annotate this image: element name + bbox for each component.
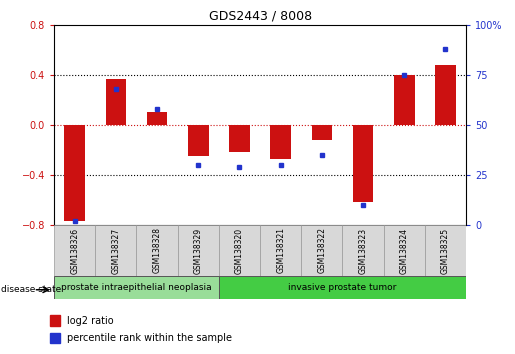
Text: GSM138321: GSM138321 <box>276 228 285 273</box>
Text: percentile rank within the sample: percentile rank within the sample <box>67 333 232 343</box>
Bar <box>50 315 60 326</box>
Bar <box>219 225 260 276</box>
Bar <box>178 225 219 276</box>
Bar <box>425 225 466 276</box>
Bar <box>188 125 209 156</box>
Bar <box>95 225 136 276</box>
Bar <box>342 225 384 276</box>
Bar <box>219 276 466 299</box>
Text: GSM138329: GSM138329 <box>194 227 203 274</box>
Bar <box>136 225 178 276</box>
Text: invasive prostate tumor: invasive prostate tumor <box>288 283 397 292</box>
Bar <box>54 276 219 299</box>
Bar <box>106 79 126 125</box>
Bar <box>312 125 332 140</box>
Text: prostate intraepithelial neoplasia: prostate intraepithelial neoplasia <box>61 283 212 292</box>
Bar <box>270 125 291 159</box>
Bar <box>353 125 373 202</box>
Bar <box>147 112 167 125</box>
Text: GSM138327: GSM138327 <box>111 227 121 274</box>
Text: GSM138323: GSM138323 <box>358 227 368 274</box>
Bar <box>301 225 342 276</box>
Bar <box>54 225 95 276</box>
Bar <box>229 125 250 152</box>
Text: GSM138324: GSM138324 <box>400 227 409 274</box>
Text: GSM138322: GSM138322 <box>317 228 327 273</box>
Bar <box>64 125 85 221</box>
Text: GSM138320: GSM138320 <box>235 227 244 274</box>
Bar <box>435 65 456 125</box>
Text: log2 ratio: log2 ratio <box>67 316 114 326</box>
Bar <box>50 332 60 343</box>
Text: disease state: disease state <box>1 285 61 294</box>
Title: GDS2443 / 8008: GDS2443 / 8008 <box>209 9 312 22</box>
Text: GSM138325: GSM138325 <box>441 227 450 274</box>
Text: GSM138326: GSM138326 <box>70 227 79 274</box>
Bar <box>384 225 425 276</box>
Text: GSM138328: GSM138328 <box>152 228 162 273</box>
Bar <box>394 75 415 125</box>
Bar <box>260 225 301 276</box>
